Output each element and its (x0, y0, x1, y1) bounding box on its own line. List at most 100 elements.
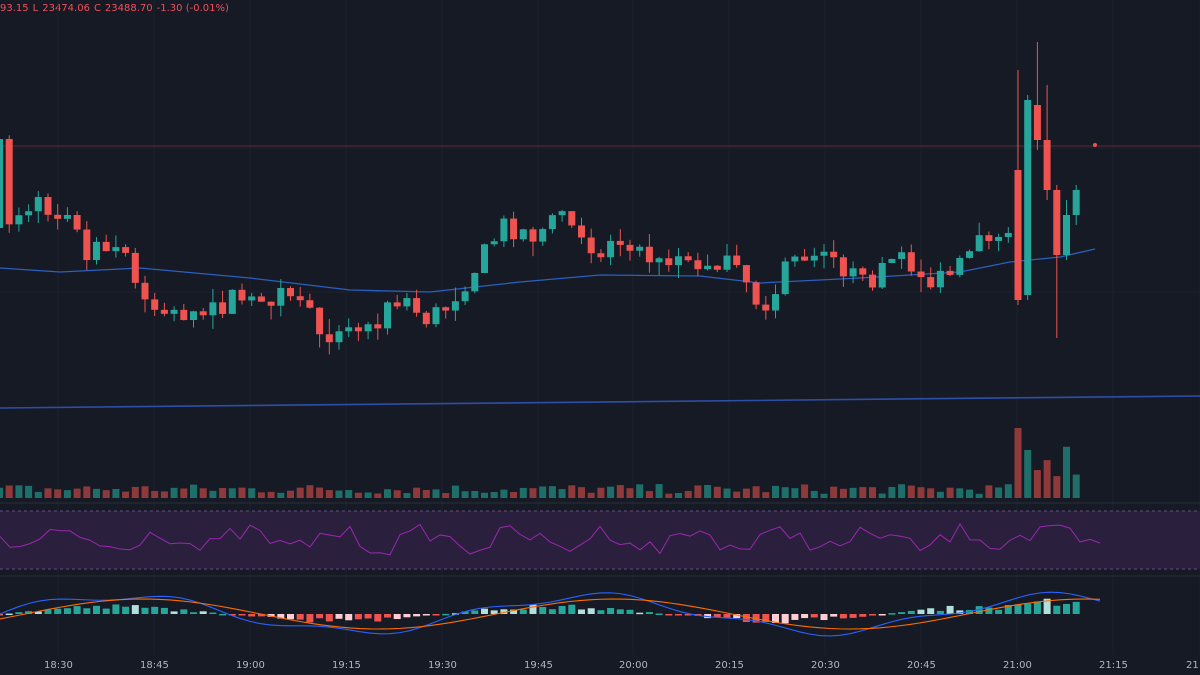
volume-bar (63, 490, 71, 498)
macd-histogram-bar (364, 614, 372, 619)
candle-body (723, 255, 731, 270)
macd-histogram-bar (946, 605, 954, 614)
volume-bar (1024, 450, 1032, 498)
candle-body (675, 256, 682, 266)
candle-body (655, 258, 663, 263)
volume-bar (180, 488, 188, 498)
volume-bar (248, 488, 256, 498)
macd-histogram-bar (1024, 603, 1032, 614)
volume-bar (461, 491, 469, 498)
candle-body (199, 311, 207, 316)
volume-bar (267, 491, 275, 498)
volume-bar (93, 488, 100, 498)
macd-histogram-bar (102, 608, 110, 614)
moving-average-fast (0, 248, 1096, 293)
price-pane[interactable] (0, 42, 1200, 409)
candle-body (694, 260, 702, 270)
volume-bar (665, 493, 673, 498)
candle-body (15, 215, 23, 225)
volume-bar (335, 490, 343, 498)
candle-body (490, 241, 498, 245)
macd-histogram-bar (160, 607, 168, 614)
candle-body (296, 296, 304, 301)
macd-histogram-bar (238, 614, 246, 616)
candle-body (413, 298, 421, 313)
candle-body (122, 247, 130, 253)
volume-bar (112, 489, 120, 498)
volume-bar (966, 489, 973, 498)
candle-body (93, 241, 100, 261)
candle-body (170, 309, 178, 314)
macd-histogram-bar (772, 614, 779, 624)
macd-histogram-bar (888, 613, 896, 615)
candle-body (471, 272, 479, 292)
macd-histogram-bar (839, 614, 847, 619)
macd-histogram-bar (781, 614, 789, 624)
volume-bar (849, 487, 857, 498)
macd-histogram-bar (655, 613, 663, 616)
macd-histogram-bar (25, 611, 33, 614)
candle-body (917, 271, 925, 278)
macd-histogram-bar (112, 604, 120, 614)
candle-body (325, 334, 333, 343)
candle-body (907, 252, 915, 272)
volume-bar (325, 490, 333, 498)
volume-bar (403, 493, 411, 498)
volume-bar (238, 487, 246, 498)
macd-histogram-bar (131, 605, 139, 614)
ohlc-close-key: C (93, 3, 101, 14)
macd-histogram-bar (190, 612, 197, 614)
candle-body (335, 331, 343, 343)
volume-bar (645, 491, 653, 498)
volume-bar (277, 492, 285, 498)
macd-histogram-bar (296, 614, 304, 620)
candle-body (5, 139, 13, 225)
candle-body (820, 251, 828, 256)
volume-bar (616, 485, 624, 498)
macd-histogram-bar (995, 609, 1003, 614)
volume-bar (510, 492, 518, 498)
macd-histogram-bar (568, 604, 576, 614)
volume-bar (500, 489, 508, 498)
volume-bar (451, 485, 459, 498)
macd-histogram-bar (917, 609, 925, 614)
macd-pane (0, 591, 1101, 637)
candle-body (287, 288, 294, 297)
macd-histogram-bar (384, 614, 391, 618)
macd-histogram-bar (626, 609, 634, 614)
macd-histogram-bar (335, 614, 343, 619)
volume-bar (995, 487, 1003, 498)
volume-bar (296, 487, 304, 498)
candle-body (519, 229, 527, 240)
volume-bar (859, 487, 867, 498)
volume-bar (190, 484, 197, 498)
macd-histogram-bar (665, 614, 673, 616)
volume-bar (1043, 460, 1051, 498)
macd-histogram-bar (490, 610, 498, 614)
volume-bar (558, 489, 566, 498)
volume-bar (539, 486, 547, 498)
volume-bar (160, 491, 168, 498)
macd-histogram-bar (287, 614, 294, 620)
candle-body (34, 197, 42, 212)
time-axis-label: 18:30 (44, 660, 73, 671)
volume-bar (316, 487, 324, 498)
candle-body (704, 265, 712, 270)
macd-histogram-bar (898, 612, 906, 614)
candle-body (781, 261, 789, 295)
ohlc-high-value: 93.15 (0, 3, 29, 14)
candle-body (451, 301, 459, 311)
volume-bar (752, 486, 760, 498)
ohlc-legend: 93.15 L 23474.06 C 23488.70 -1.30 (-0.01%) (0, 3, 233, 14)
candle-body (830, 251, 838, 258)
volume-bar (209, 490, 217, 498)
candle-body (1072, 190, 1080, 215)
last-price-marker (1093, 143, 1097, 147)
candle-body (1014, 170, 1022, 300)
macd-histogram-bar (471, 610, 479, 614)
macd-histogram-bar (762, 614, 770, 622)
volume-bar (34, 491, 42, 498)
macd-histogram-bar (578, 609, 585, 614)
volume-bar (54, 489, 62, 498)
